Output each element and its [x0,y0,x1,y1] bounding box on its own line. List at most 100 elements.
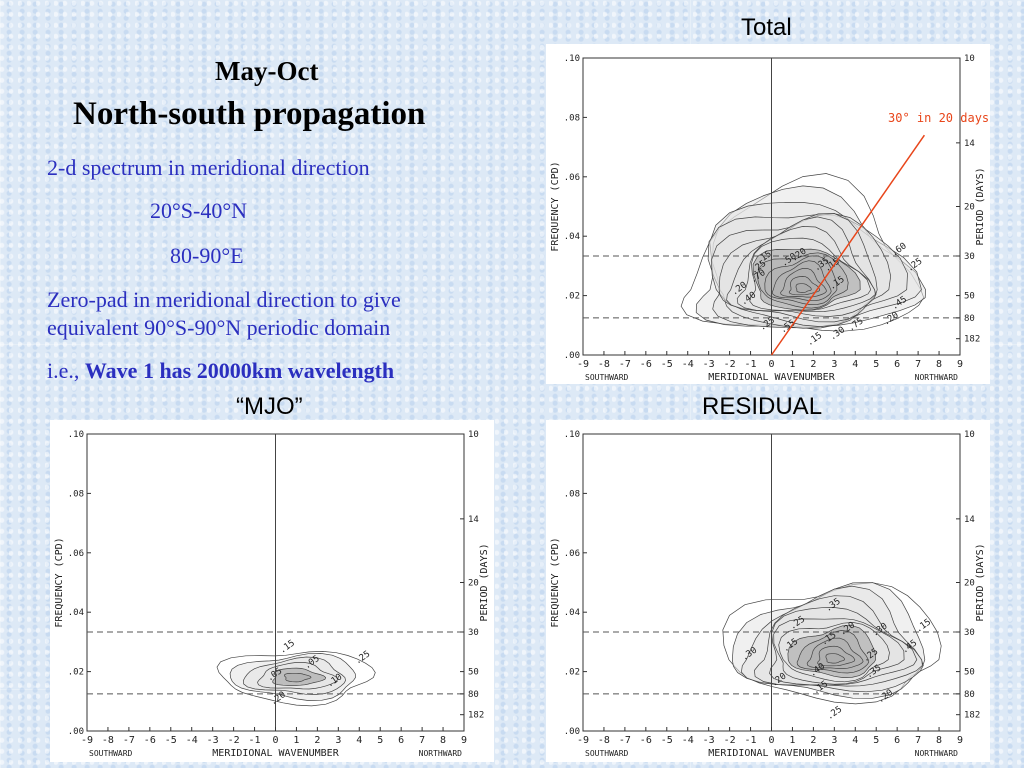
x-tick-label: 9 [461,735,467,746]
contour-label: .15 [805,331,824,349]
x-tick-label: 1 [293,735,299,746]
x-tick-label: 3 [831,359,837,370]
x-tick-label: 4 [852,359,858,370]
y-tick-label: .04 [564,608,580,618]
period-tick-label: 182 [468,711,484,721]
y-tick-label: .04 [68,608,84,618]
x-tick-label: 1 [789,359,795,370]
x-tick-label: 2 [314,735,320,746]
x-tick-label: 0 [768,359,774,370]
x-tick-label: 5 [377,735,383,746]
x-tick-label: -2 [724,735,736,746]
spectrum-plot-total: .15.15.15.15.20.20.20.25.25.25.30.35.40.… [546,44,990,384]
x-axis-label: MERIDIONAL WAVENUMBER [708,748,835,759]
x-tick-label: 8 [440,735,446,746]
panel-title-residual: RESIDUAL [702,393,823,420]
period-tick-label: 30 [964,628,975,638]
period-tick-label: 10 [468,430,479,440]
contour-line [680,173,925,332]
x-tick-label: 7 [915,735,921,746]
x-tick-label: -8 [598,735,610,746]
y-tick-label: .10 [564,54,580,64]
x-tick-label: 6 [894,735,900,746]
x-axis-label-southward: SOUTHWARD [585,749,629,758]
x-tick-label: -1 [745,359,757,370]
y-tick-label: .02 [68,668,84,678]
x-tick-label: -3 [703,359,715,370]
x-tick-label: 0 [272,735,278,746]
period-tick-label: 30 [468,628,479,638]
x-tick-label: 6 [398,735,404,746]
period-tick-label: 20 [468,579,479,589]
y-tick-label: .08 [564,489,580,499]
x-axis-label-southward: SOUTHWARD [585,373,629,382]
y-tick-label: .02 [564,292,580,302]
slide-title: North-south propagation [73,96,426,132]
y-tick-label: .00 [564,727,580,737]
x-tick-label: -1 [745,735,757,746]
note-spectrum: 2-d spectrum in meridional direction [47,155,370,180]
x-tick-label: -8 [598,359,610,370]
x-tick-label: 2 [810,735,816,746]
y-tick-label: .04 [564,232,580,242]
period-tick-label: 50 [964,292,975,302]
contour-line [216,651,376,707]
y-tick-label: .06 [564,173,580,183]
spectrum-plot-residual-svg: .15.15.15.15.20.20.20.25.25.25.30.30.35.… [550,430,986,759]
y-tick-label: .06 [564,549,580,559]
period-tick-label: 10 [964,54,975,64]
y-tick-label: .08 [68,489,84,499]
x-tick-label: -7 [619,359,631,370]
x-tick-label: 1 [789,735,795,746]
note-wavelength-prefix: i.e., [47,358,85,383]
panel-title-total: Total [741,14,792,41]
x-tick-label: 4 [356,735,362,746]
x-tick-label: -5 [661,735,673,746]
y-tick-label: .08 [564,113,580,123]
x-axis-label-southward: SOUTHWARD [89,749,133,758]
x-tick-label: 0 [768,735,774,746]
period-tick-label: 14 [964,139,975,149]
panel-title-mjo: “MJO” [236,393,303,420]
y-tick-label: .02 [564,668,580,678]
x-tick-label: 4 [852,735,858,746]
x-axis-label: MERIDIONAL WAVENUMBER [708,372,835,383]
x-tick-label: -2 [228,735,240,746]
x-tick-label: 8 [936,735,942,746]
note-zero-pad: Zero-pad in meridional direction to give [47,287,401,312]
y-axis-label-period: PERIOD (DAYS) [975,543,986,621]
period-tick-label: 50 [964,668,975,678]
contour-line [284,672,312,683]
x-tick-label: -5 [165,735,177,746]
propagation-annotation: 30° in 20 days [888,111,989,125]
note-longitude: 80-90°E [170,243,244,268]
contour-label: .25 [825,705,844,723]
y-tick-label: .00 [564,351,580,361]
x-tick-label: -6 [640,735,652,746]
x-tick-label: -1 [249,735,261,746]
period-tick-label: 20 [964,579,975,589]
contour-line [795,283,812,293]
y-tick-label: .10 [68,430,84,440]
note-periodic-domain: equivalent 90°S-90°N periodic domain [47,315,391,340]
propagation-line [770,134,926,356]
x-tick-label: 9 [957,359,963,370]
x-tick-label: 3 [335,735,341,746]
contour-line [722,582,942,705]
spectrum-plot-total-svg: .15.15.15.15.20.20.20.25.25.25.30.35.40.… [550,54,989,383]
x-tick-label: -4 [682,359,694,370]
y-axis-label-frequency: FREQUENCY (CPD) [550,161,561,251]
x-tick-label: -7 [123,735,135,746]
x-axis-label-northward: NORTHWARD [915,749,959,758]
x-tick-label: -2 [724,359,736,370]
period-tick-label: 80 [468,690,479,700]
period-tick-label: 80 [964,690,975,700]
x-tick-label: -5 [661,359,673,370]
x-axis-label-northward: NORTHWARD [419,749,463,758]
period-tick-label: 30 [964,252,975,262]
y-axis-label-frequency: FREQUENCY (CPD) [54,537,65,627]
y-tick-label: .06 [68,549,84,559]
x-tick-label: -3 [703,735,715,746]
period-tick-label: 10 [964,430,975,440]
x-tick-label: 9 [957,735,963,746]
